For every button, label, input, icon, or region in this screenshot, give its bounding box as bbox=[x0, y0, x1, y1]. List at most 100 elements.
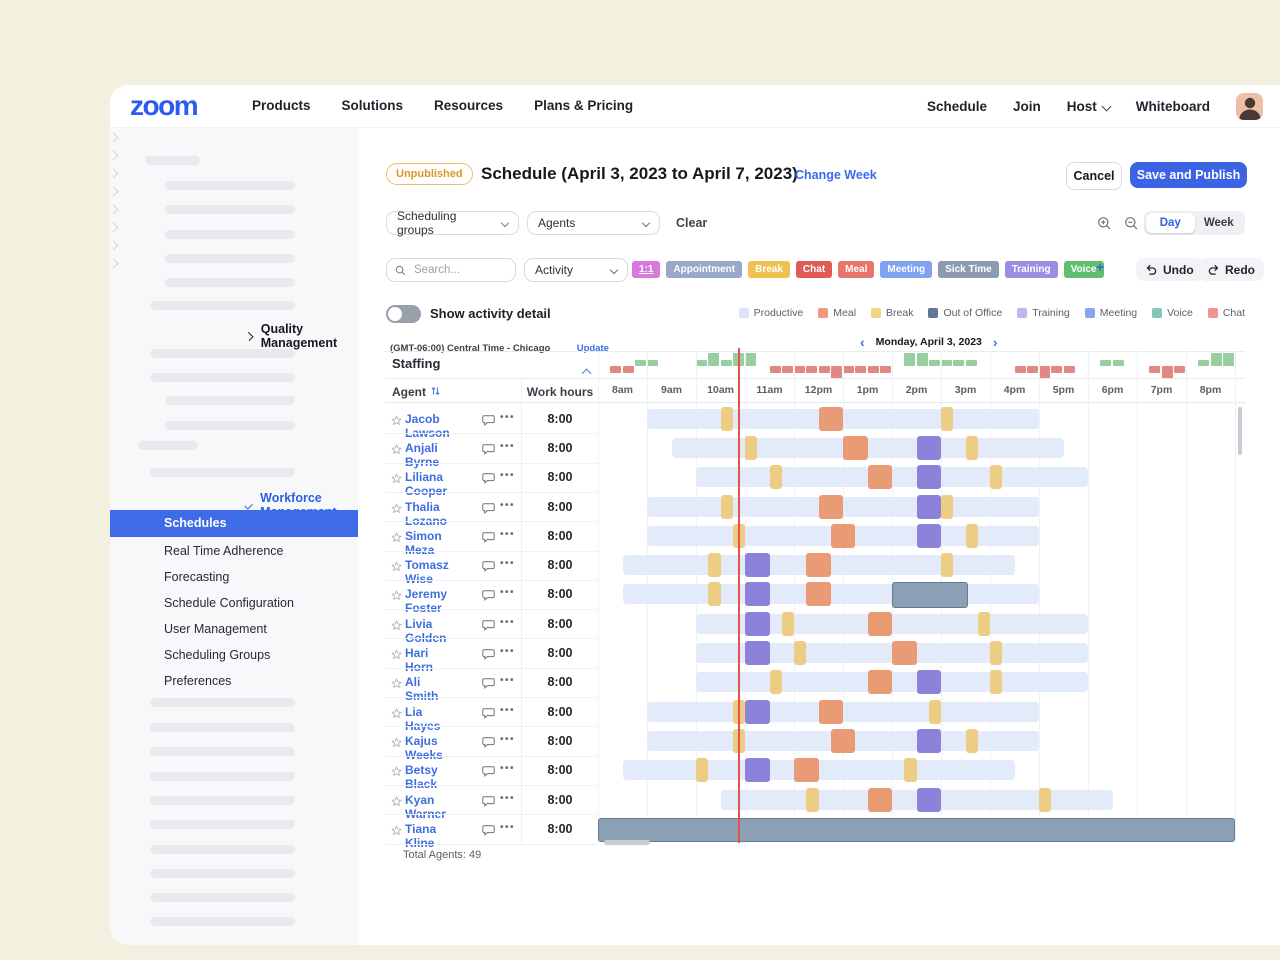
activity-segment-training[interactable] bbox=[745, 699, 770, 724]
activity-segment-break[interactable] bbox=[965, 728, 978, 753]
activity-segment-meal[interactable] bbox=[867, 465, 892, 490]
activity-segment-break[interactable] bbox=[965, 435, 978, 460]
activity-segment-training[interactable] bbox=[745, 553, 770, 578]
activity-segment-training[interactable] bbox=[916, 494, 941, 519]
sort-icon[interactable] bbox=[431, 385, 440, 399]
favorite-star-icon[interactable] bbox=[391, 413, 402, 431]
agents-dropdown[interactable]: Agents bbox=[527, 211, 660, 235]
activity-chip-chat[interactable]: Chat bbox=[795, 261, 833, 278]
sidebar-item-schedule-configuration[interactable]: Schedule Configuration bbox=[164, 596, 294, 610]
activity-segment-break[interactable] bbox=[720, 406, 733, 431]
chat-bubble-icon[interactable] bbox=[482, 735, 495, 753]
shift-bar-productive[interactable] bbox=[647, 701, 1039, 722]
shift-bar-productive[interactable] bbox=[647, 408, 1039, 429]
activity-segment-training[interactable] bbox=[745, 641, 770, 666]
chat-bubble-icon[interactable] bbox=[482, 764, 495, 782]
toggle-week[interactable]: Week bbox=[1203, 217, 1234, 229]
sidebar-item-preferences[interactable]: Preferences bbox=[164, 674, 232, 688]
activity-segment-training[interactable] bbox=[745, 582, 770, 607]
activity-segment-meal[interactable] bbox=[794, 758, 819, 783]
activity-segment-meal[interactable] bbox=[830, 523, 856, 548]
sidebar-item-quality-management[interactable]: Quality Management bbox=[244, 322, 358, 350]
agent-name-link[interactable]: Livia Golden bbox=[405, 616, 447, 645]
favorite-star-icon[interactable] bbox=[391, 530, 402, 548]
activity-segment-break[interactable] bbox=[1039, 787, 1052, 812]
more-options-button[interactable]: ••• bbox=[500, 616, 516, 628]
activity-segment-break[interactable] bbox=[941, 553, 954, 578]
activity-segment-break[interactable] bbox=[990, 670, 1003, 695]
avatar[interactable] bbox=[1236, 93, 1263, 120]
activity-segment-meal[interactable] bbox=[806, 582, 831, 607]
activity-segment-ooo[interactable] bbox=[598, 817, 1235, 842]
shift-bar-productive[interactable] bbox=[622, 760, 1015, 781]
activity-segment-break[interactable] bbox=[769, 670, 782, 695]
agent-name-link[interactable]: Liliana Cooper bbox=[405, 470, 447, 499]
activity-segment-meal[interactable] bbox=[892, 641, 917, 666]
agent-name-link[interactable]: Kyan Warner bbox=[405, 792, 446, 821]
agent-column-header[interactable]: Agent bbox=[392, 385, 440, 399]
more-options-button[interactable]: ••• bbox=[500, 704, 516, 716]
shift-bar-productive[interactable] bbox=[622, 584, 1039, 605]
more-options-button[interactable]: ••• bbox=[500, 499, 516, 511]
more-options-button[interactable]: ••• bbox=[500, 558, 516, 570]
collapse-staffing-icon[interactable] bbox=[581, 364, 592, 382]
shift-bar-productive[interactable] bbox=[696, 672, 1088, 693]
more-options-button[interactable]: ••• bbox=[500, 733, 516, 745]
activity-segment-meal[interactable] bbox=[818, 699, 843, 724]
zoom-out-icon[interactable] bbox=[1124, 216, 1139, 236]
update-link[interactable]: Update bbox=[576, 343, 609, 354]
activity-segment-break[interactable] bbox=[928, 699, 941, 724]
activity-segment-break[interactable] bbox=[769, 465, 782, 490]
agent-name-link[interactable]: Tiana Kline bbox=[405, 821, 437, 850]
favorite-star-icon[interactable] bbox=[391, 647, 402, 665]
activity-segment-break[interactable] bbox=[941, 494, 954, 519]
zoom-in-icon[interactable] bbox=[1097, 216, 1112, 236]
chat-bubble-icon[interactable] bbox=[482, 588, 495, 606]
agent-name-link[interactable]: Hari Horn bbox=[405, 646, 433, 675]
more-options-button[interactable]: ••• bbox=[500, 821, 516, 833]
sidebar-item-scheduling-groups[interactable]: Scheduling Groups bbox=[164, 648, 271, 662]
chat-bubble-icon[interactable] bbox=[482, 676, 495, 694]
chat-bubble-icon[interactable] bbox=[482, 794, 495, 812]
redo-button[interactable]: Redo bbox=[1198, 258, 1264, 281]
chat-bubble-icon[interactable] bbox=[482, 471, 495, 489]
sidebar-item-forecasting[interactable]: Forecasting bbox=[164, 570, 230, 584]
next-day-icon[interactable]: › bbox=[992, 334, 998, 350]
favorite-star-icon[interactable] bbox=[391, 794, 402, 812]
agent-name-link[interactable]: Jeremy Foster bbox=[405, 587, 448, 616]
activity-segment-training[interactable] bbox=[916, 465, 941, 490]
activity-segment-training[interactable] bbox=[745, 611, 770, 636]
activity-segment-break[interactable] bbox=[794, 641, 807, 666]
horizontal-scrollbar[interactable] bbox=[604, 840, 650, 845]
save-and-publish-button[interactable]: Save and Publish bbox=[1130, 162, 1247, 188]
activity-segment-break[interactable] bbox=[708, 582, 721, 607]
favorite-star-icon[interactable] bbox=[391, 764, 402, 782]
chat-bubble-icon[interactable] bbox=[482, 442, 495, 460]
chat-bubble-icon[interactable] bbox=[482, 647, 495, 665]
agent-name-link[interactable]: Kajus Weeks bbox=[405, 733, 443, 762]
activity-segment-break[interactable] bbox=[965, 523, 978, 548]
activity-segment-break[interactable] bbox=[904, 758, 917, 783]
favorite-star-icon[interactable] bbox=[391, 559, 402, 577]
activity-chip-break[interactable]: Break bbox=[748, 261, 790, 278]
clear-button[interactable]: Clear bbox=[676, 216, 708, 230]
activity-segment-meal[interactable] bbox=[818, 406, 843, 431]
activity-dropdown[interactable]: Activity bbox=[524, 258, 628, 282]
favorite-star-icon[interactable] bbox=[391, 735, 402, 753]
nav-item-schedule[interactable]: Schedule bbox=[926, 99, 987, 114]
scheduling-groups-dropdown[interactable]: Scheduling groups bbox=[386, 209, 519, 237]
activity-segment-meal[interactable] bbox=[830, 728, 856, 753]
shift-bar-productive[interactable] bbox=[696, 613, 1088, 634]
more-options-button[interactable]: ••• bbox=[500, 646, 516, 658]
activity-segment-break[interactable] bbox=[990, 465, 1003, 490]
activity-segment-ooo[interactable] bbox=[892, 582, 968, 609]
more-options-button[interactable]: ••• bbox=[500, 675, 516, 687]
activity-segment-break[interactable] bbox=[745, 435, 758, 460]
more-options-button[interactable]: ••• bbox=[500, 440, 516, 452]
agent-name-link[interactable]: Ali Smith bbox=[405, 675, 439, 704]
chat-bubble-icon[interactable] bbox=[482, 413, 495, 431]
activity-segment-break[interactable] bbox=[781, 611, 794, 636]
sidebar-item-user-management[interactable]: User Management bbox=[164, 622, 267, 636]
zoom-logo[interactable]: zoom bbox=[130, 90, 199, 121]
toggle-day[interactable]: Day bbox=[1146, 213, 1195, 233]
